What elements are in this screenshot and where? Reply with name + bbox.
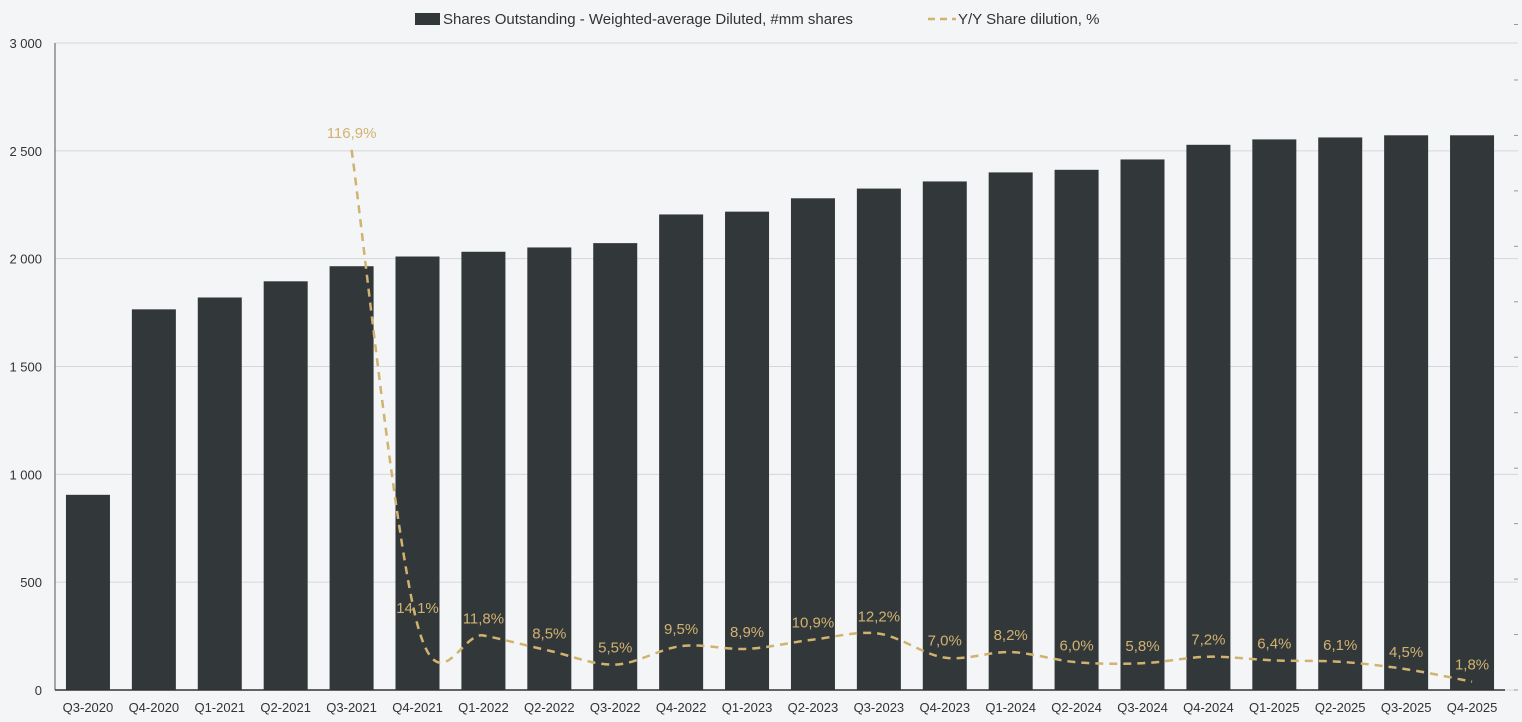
x-tick-label: Q2-2024 xyxy=(1051,700,1102,715)
data-label: 4,5% xyxy=(1389,644,1423,661)
data-label: 6,1% xyxy=(1323,637,1357,654)
x-tick-label: Q3-2025 xyxy=(1381,700,1432,715)
bar xyxy=(263,281,308,690)
x-tick-label: Q2-2025 xyxy=(1315,700,1366,715)
x-tick-label: Q4-2024 xyxy=(1183,700,1234,715)
bar xyxy=(1120,159,1165,690)
bar xyxy=(659,214,704,690)
x-tick-label: Q1-2023 xyxy=(722,700,773,715)
data-label: 8,9% xyxy=(730,624,764,641)
data-label: 5,8% xyxy=(1125,638,1159,655)
x-tick-label: Q2-2023 xyxy=(788,700,839,715)
bar xyxy=(1186,144,1231,690)
x-tick-label: Q4-2020 xyxy=(129,700,180,715)
bar xyxy=(790,198,835,690)
y-axis-ticks: 0 500 1 000 1 500 2 000 2 500 3 000 xyxy=(9,36,42,698)
data-label: 116,9% xyxy=(327,125,377,142)
y-tick-label: 2 000 xyxy=(9,252,42,267)
y-tick-label: 1 500 xyxy=(9,360,42,375)
x-tick-label: Q1-2025 xyxy=(1249,700,1300,715)
bar xyxy=(1252,139,1297,690)
x-tick-label: Q3-2023 xyxy=(854,700,905,715)
legend-label-bars: Shares Outstanding - Weighted-average Di… xyxy=(443,11,853,28)
x-tick-label: Q4-2021 xyxy=(392,700,443,715)
data-label: 10,9% xyxy=(792,615,835,632)
bar xyxy=(988,172,1033,690)
dilution-line xyxy=(350,149,1473,683)
data-label: 7,0% xyxy=(928,633,962,650)
data-label: 7,2% xyxy=(1191,632,1225,649)
legend-swatch-bars xyxy=(415,13,440,25)
legend-label-line: Y/Y Share dilution, % xyxy=(958,11,1099,28)
data-labels: 116,9% 14,1% 11,8% 8,5% 5,5% 9,5% 8,9% 10,9% 12,… xyxy=(327,125,1489,674)
bar xyxy=(856,188,901,690)
x-tick-label: Q3-2024 xyxy=(1117,700,1168,715)
bar xyxy=(395,256,440,690)
data-label: 11,8% xyxy=(463,610,504,627)
x-tick-label: Q1-2024 xyxy=(985,700,1036,715)
bar xyxy=(1450,135,1495,691)
x-tick-label: Q3-2022 xyxy=(590,700,641,715)
data-label: 5,5% xyxy=(598,640,632,657)
bar xyxy=(593,243,638,690)
x-tick-label: Q3-2020 xyxy=(63,700,114,715)
data-label: 14,1% xyxy=(396,600,439,617)
line-series xyxy=(350,149,1473,683)
bar xyxy=(65,494,110,690)
bar xyxy=(1054,169,1099,690)
y-tick-label: 3 000 xyxy=(9,36,42,51)
data-label: 6,4% xyxy=(1257,635,1291,652)
x-tick-label: Q1-2022 xyxy=(458,700,509,715)
x-tick-label: Q3-2021 xyxy=(326,700,377,715)
bar xyxy=(1318,137,1363,690)
x-tick-label: Q4-2025 xyxy=(1447,700,1498,715)
data-label: 12,2% xyxy=(858,609,901,626)
bar xyxy=(131,309,176,690)
x-tick-label: Q2-2021 xyxy=(260,700,311,715)
data-label: 8,5% xyxy=(532,626,566,643)
bar xyxy=(922,181,967,690)
y-tick-label: 0 xyxy=(35,683,42,698)
bar xyxy=(725,211,770,690)
bar xyxy=(329,266,374,690)
data-label: 1,8% xyxy=(1455,657,1489,674)
data-label: 9,5% xyxy=(664,621,698,638)
bar xyxy=(461,251,506,691)
y-tick-label: 2 500 xyxy=(9,144,42,159)
x-tick-label: Q4-2023 xyxy=(919,700,970,715)
data-label: 6,0% xyxy=(1059,637,1093,654)
y-tick-label: 1 000 xyxy=(9,467,42,482)
x-tick-label: Q1-2021 xyxy=(194,700,245,715)
x-tick-label: Q4-2022 xyxy=(656,700,707,715)
bar xyxy=(1384,135,1429,691)
bar xyxy=(527,247,572,690)
data-label: 8,2% xyxy=(994,627,1028,644)
y-tick-label: 500 xyxy=(20,575,42,590)
legend: Shares Outstanding - Weighted-average Di… xyxy=(415,11,1099,28)
x-tick-label: Q2-2022 xyxy=(524,700,575,715)
x-axis-ticks: Q3-2020 Q4-2020 Q1-2021 Q2-2021 Q3-2021 Q4-20… xyxy=(63,700,1498,715)
bar-series xyxy=(65,135,1495,691)
axes xyxy=(54,24,1518,691)
bar xyxy=(197,297,242,690)
